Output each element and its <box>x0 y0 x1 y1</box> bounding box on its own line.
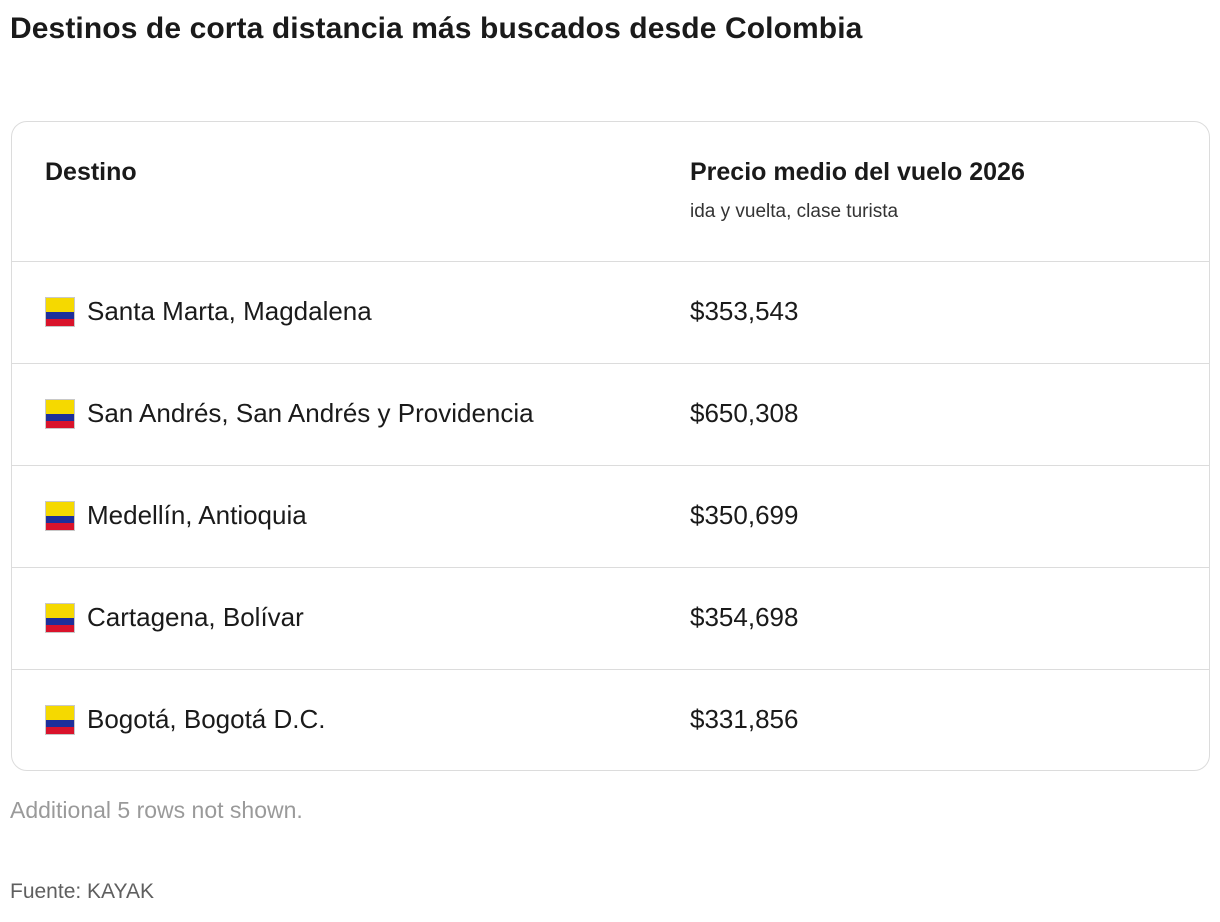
average-price: $650,308 <box>690 398 799 428</box>
destination-name: Cartagena, Bolívar <box>87 602 304 632</box>
average-price: $331,856 <box>690 704 799 734</box>
table-row: Bogotá, Bogotá D.C. $331,856 <box>12 670 1209 770</box>
column-header-price: Precio medio del vuelo 2026 <box>690 158 1025 186</box>
colombia-flag-icon <box>45 705 75 735</box>
colombia-flag-icon <box>45 297 75 327</box>
destination-name: Santa Marta, Magdalena <box>87 296 372 326</box>
rows-not-shown-note: Additional 5 rows not shown. <box>10 797 303 823</box>
colombia-flag-icon <box>45 603 75 633</box>
average-price: $353,543 <box>690 296 799 326</box>
source-credit: Fuente: KAYAK <box>10 880 154 903</box>
column-header-price-subtitle: ida y vuelta, clase turista <box>690 201 899 222</box>
destinations-table: Destino Precio medio del vuelo 2026 ida … <box>11 121 1210 771</box>
table-row: Cartagena, Bolívar $354,698 <box>12 568 1209 670</box>
colombia-flag-icon <box>45 501 75 531</box>
destination-name: Medellín, Antioquia <box>87 500 307 530</box>
destination-name: San Andrés, San Andrés y Providencia <box>87 398 534 428</box>
table-row: Medellín, Antioquia $350,699 <box>12 466 1209 568</box>
colombia-flag-icon <box>45 399 75 429</box>
page-title: Destinos de corta distancia más buscados… <box>10 12 863 45</box>
average-price: $350,699 <box>690 500 799 530</box>
table-header: Destino Precio medio del vuelo 2026 ida … <box>12 122 1209 262</box>
table-row: San Andrés, San Andrés y Providencia $65… <box>12 364 1209 466</box>
average-price: $354,698 <box>690 602 799 632</box>
column-header-destination: Destino <box>45 158 137 186</box>
destination-name: Bogotá, Bogotá D.C. <box>87 704 326 734</box>
table-row: Santa Marta, Magdalena $353,543 <box>12 262 1209 364</box>
